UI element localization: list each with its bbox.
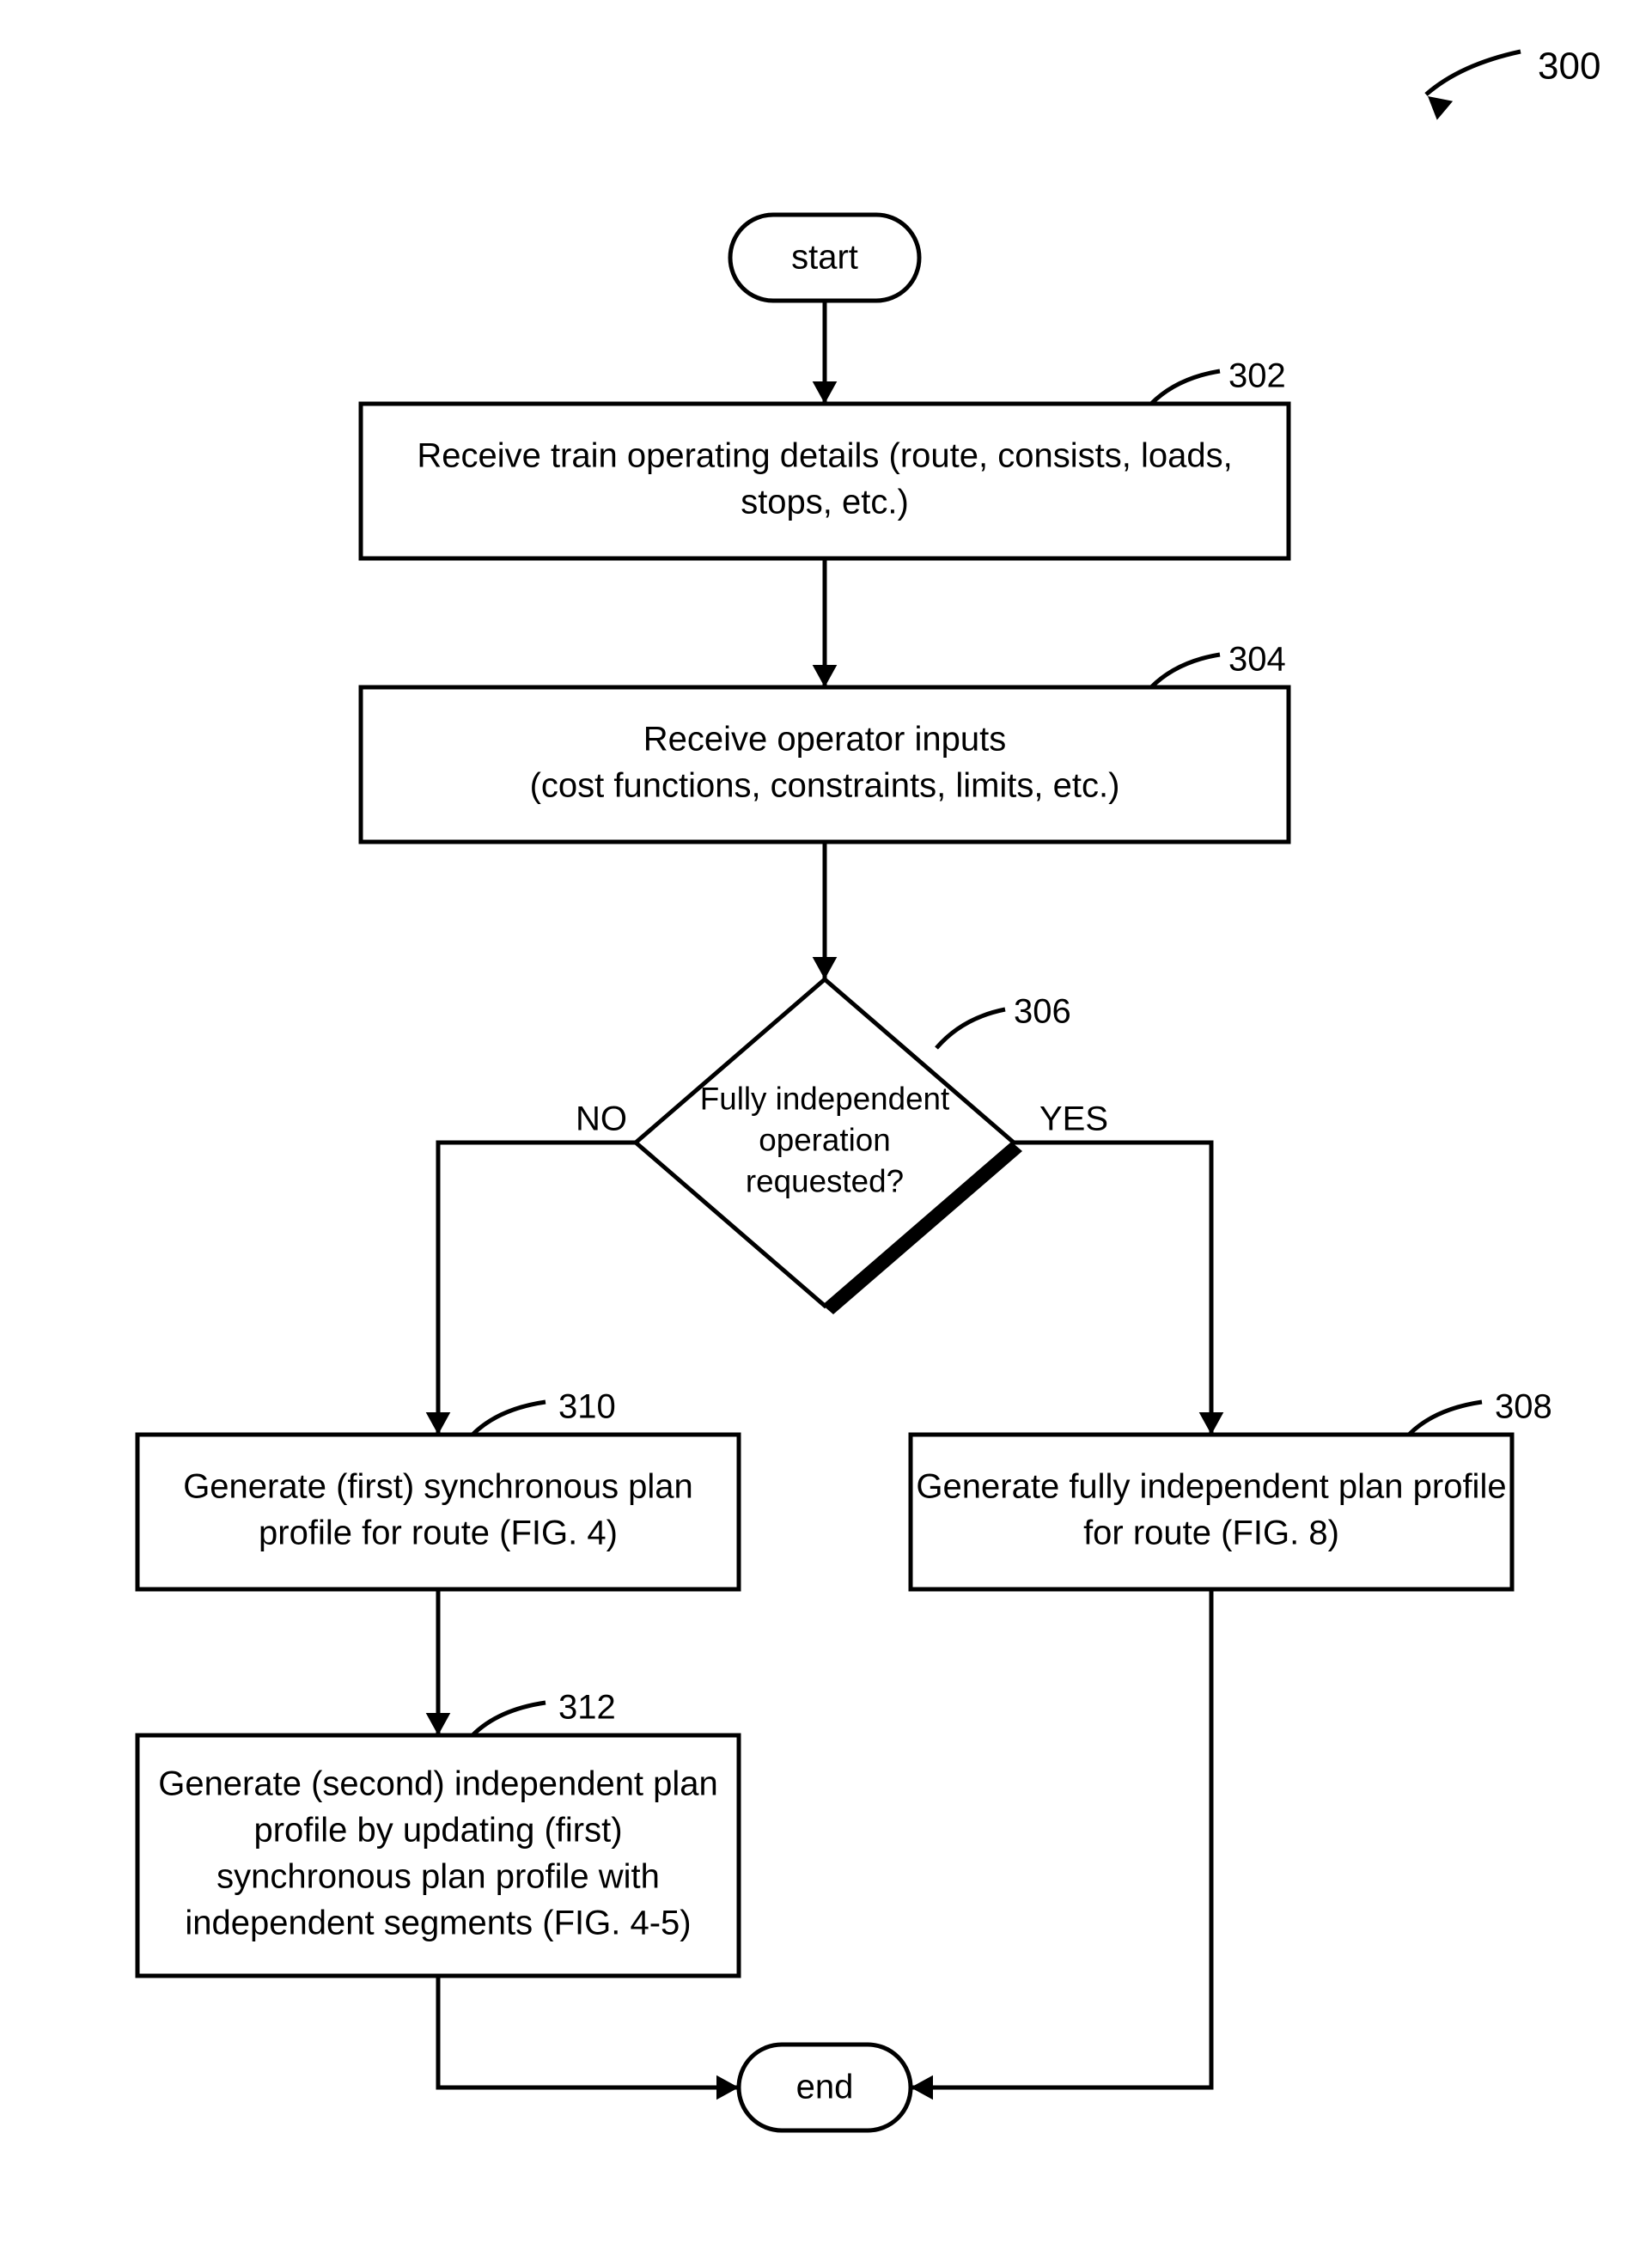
ref-label-304: 304 xyxy=(1228,641,1286,679)
svg-text:profile for route (FIG. 4): profile for route (FIG. 4) xyxy=(259,1515,618,1552)
edge-e-306-yes xyxy=(1014,1143,1211,1435)
terminal-end: end xyxy=(739,2045,911,2130)
svg-text:Fully independent: Fully independent xyxy=(700,1082,950,1117)
ref-label-310: 310 xyxy=(558,1388,616,1426)
branch-label-yes: YES xyxy=(1039,1100,1108,1138)
svg-text:for route (FIG. 8): for route (FIG. 8) xyxy=(1083,1515,1339,1552)
svg-text:Generate (first) synchronous p: Generate (first) synchronous plan xyxy=(183,1468,693,1506)
svg-text:(cost functions, constraints,: (cost functions, constraints, limits, et… xyxy=(530,767,1120,805)
edge-e-308-end xyxy=(911,1589,1211,2087)
svg-text:profile by updating (first): profile by updating (first) xyxy=(253,1812,622,1850)
svg-text:Receive operator inputs: Receive operator inputs xyxy=(643,721,1006,759)
svg-text:operation: operation xyxy=(759,1123,890,1158)
ref-label-302: 302 xyxy=(1228,357,1286,395)
svg-text:end: end xyxy=(796,2069,854,2106)
edge-e-312-end xyxy=(438,1976,739,2087)
figure-ref-300: 300 xyxy=(1538,46,1600,88)
process-n308: Generate fully independent plan profile f… xyxy=(911,1435,1512,1589)
branch-label-no: NO xyxy=(576,1100,627,1138)
svg-text:synchronous plan profile with: synchronous plan profile with xyxy=(216,1858,660,1896)
svg-text:requested?: requested? xyxy=(746,1164,904,1199)
svg-text:Generate fully independent pla: Generate fully independent plan profile xyxy=(916,1468,1506,1506)
svg-text:Receive train operating detail: Receive train operating details (route, … xyxy=(417,437,1232,475)
flowchart-canvas: 300 start end Receive train operating detai… xyxy=(0,0,1652,2249)
decision-n306: Fully independent operation requested? xyxy=(636,979,1022,1314)
terminal-start: start xyxy=(730,215,919,301)
ref-label-308: 308 xyxy=(1495,1388,1552,1426)
ref-label-306: 306 xyxy=(1014,993,1071,1031)
process-n304: Receive operator inputs (cost functions, … xyxy=(361,687,1289,842)
process-n302: Receive train operating details (route, … xyxy=(361,404,1289,558)
svg-text:Generate (second) independent: Generate (second) independent plan xyxy=(158,1765,718,1803)
process-n312: Generate (second) independent plan profil… xyxy=(137,1735,739,1976)
svg-text:stops, etc.): stops, etc.) xyxy=(741,484,909,521)
process-n310: Generate (first) synchronous plan profile… xyxy=(137,1435,739,1589)
ref-label-312: 312 xyxy=(558,1689,616,1727)
svg-text:start: start xyxy=(791,239,858,277)
svg-text:independent segments (FIG. 4-5: independent segments (FIG. 4-5) xyxy=(185,1905,691,1942)
